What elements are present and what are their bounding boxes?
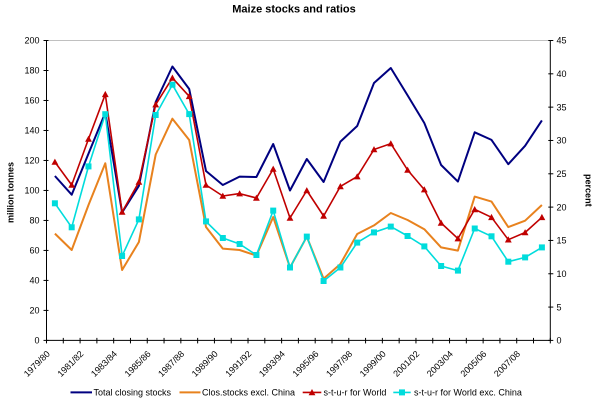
svg-text:5: 5 [557,302,562,312]
svg-text:30: 30 [557,136,567,146]
svg-text:0: 0 [557,336,562,346]
svg-text:20: 20 [557,202,567,212]
svg-text:80: 80 [29,216,39,226]
svg-text:0: 0 [34,336,39,346]
svg-text:40: 40 [29,276,39,286]
svg-text:15: 15 [557,236,567,246]
svg-text:million tonnes: million tonnes [5,162,15,223]
svg-text:10: 10 [557,269,567,279]
svg-text:35: 35 [557,102,567,112]
svg-text:140: 140 [24,126,39,136]
svg-text:45: 45 [557,36,567,46]
svg-text:s-t-u-r for World: s-t-u-r for World [324,388,387,398]
svg-text:Total closing stocks: Total closing stocks [94,388,172,398]
svg-text:40: 40 [557,69,567,79]
svg-text:100: 100 [24,186,39,196]
svg-text:180: 180 [24,66,39,76]
svg-text:160: 160 [24,96,39,106]
svg-text:20: 20 [29,306,39,316]
svg-text:percent: percent [584,174,594,207]
svg-text:25: 25 [557,169,567,179]
svg-text:200: 200 [24,36,39,46]
svg-text:Maize stocks and ratios: Maize stocks and ratios [232,4,356,16]
svg-text:120: 120 [24,156,39,166]
svg-text:s-t-u-r for World exc. China: s-t-u-r for World exc. China [414,388,522,398]
svg-text:Clos.stocks excl. China: Clos.stocks excl. China [202,388,295,398]
svg-text:60: 60 [29,246,39,256]
